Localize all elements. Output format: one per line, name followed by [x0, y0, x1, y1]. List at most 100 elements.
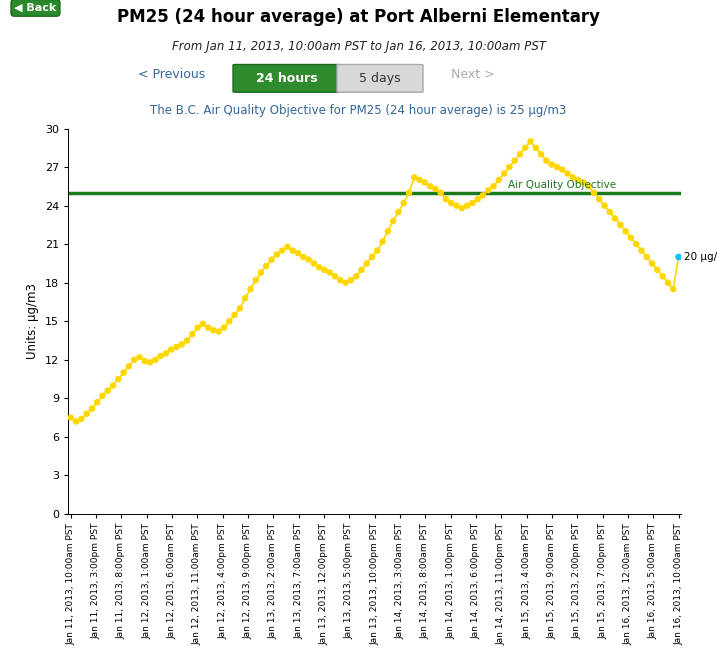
Point [668, 284, 679, 295]
Point [192, 322, 204, 333]
Text: 24 hours: 24 hours [256, 72, 318, 85]
Point [578, 177, 589, 188]
Point [75, 414, 87, 424]
Point [186, 329, 198, 339]
Point [646, 258, 657, 269]
Text: Air Quality Objective: Air Quality Objective [508, 179, 617, 190]
Point [520, 142, 531, 153]
Text: From Jan 11, 2013, 10:00am PST to Jan 16, 2013, 10:00am PST: From Jan 11, 2013, 10:00am PST to Jan 16… [171, 40, 546, 53]
Point [461, 200, 473, 211]
Point [118, 368, 129, 378]
Point [208, 325, 219, 335]
Text: PM25 (24 hour average) at Port Alberni Elementary: PM25 (24 hour average) at Port Alberni E… [117, 8, 600, 26]
Point [308, 258, 320, 269]
Text: The B.C. Air Quality Objective for PM25 (24 hour average) is 25 μg/m3: The B.C. Air Quality Objective for PM25 … [151, 104, 566, 117]
Point [429, 184, 441, 194]
Point [282, 241, 293, 252]
Point [604, 207, 615, 217]
Point [181, 335, 193, 346]
Point [335, 275, 346, 285]
Point [345, 275, 356, 285]
Point [403, 188, 414, 198]
Text: Next >: Next > [452, 68, 495, 81]
Point [255, 267, 267, 277]
Point [303, 254, 314, 265]
Point [382, 226, 394, 237]
Point [472, 194, 483, 204]
Point [250, 275, 262, 285]
Point [530, 142, 541, 153]
Point [419, 177, 431, 188]
Point [361, 258, 372, 269]
Point [340, 277, 351, 288]
Point [313, 262, 325, 273]
Point [478, 190, 489, 200]
Point [572, 175, 584, 185]
Point [467, 198, 478, 208]
Point [139, 356, 151, 366]
FancyBboxPatch shape [233, 65, 341, 92]
Point [298, 252, 309, 262]
Point [562, 168, 574, 179]
Point [229, 310, 240, 320]
Point [509, 156, 521, 166]
Point [551, 162, 563, 173]
Point [213, 326, 224, 337]
Point [244, 284, 256, 295]
Point [377, 237, 389, 247]
Point [260, 261, 272, 272]
Point [556, 164, 568, 175]
Point [239, 293, 251, 303]
Point [409, 172, 420, 183]
Point [599, 200, 610, 211]
Point [318, 264, 330, 275]
Point [224, 316, 235, 327]
Point [166, 344, 177, 355]
Point [218, 322, 229, 333]
Point [488, 181, 499, 192]
Y-axis label: Units: μg/m3: Units: μg/m3 [27, 283, 39, 359]
Point [483, 185, 494, 196]
Point [663, 277, 674, 288]
Point [329, 271, 341, 281]
Text: 20 μg/m: 20 μg/m [684, 252, 717, 262]
Point [366, 252, 378, 262]
Point [636, 245, 647, 256]
Point [155, 351, 166, 361]
Point [65, 413, 77, 423]
Point [81, 409, 92, 419]
Point [92, 397, 103, 407]
Point [123, 361, 135, 372]
Point [134, 352, 146, 362]
Point [440, 194, 452, 204]
Point [128, 355, 140, 365]
Point [171, 342, 182, 353]
Point [525, 136, 536, 147]
Point [609, 214, 621, 224]
Point [630, 239, 642, 250]
Point [456, 203, 467, 214]
Point [451, 200, 462, 211]
Point [324, 267, 336, 277]
Point [546, 159, 557, 170]
Text: 5 days: 5 days [359, 72, 401, 85]
Point [673, 252, 684, 262]
Point [266, 254, 277, 265]
Point [594, 194, 605, 204]
Point [86, 403, 98, 414]
Point [97, 391, 108, 401]
Point [414, 175, 425, 185]
Point [567, 172, 579, 183]
Point [287, 245, 298, 256]
Point [493, 175, 505, 185]
Point [70, 416, 82, 427]
Point [620, 226, 632, 237]
Point [541, 156, 552, 166]
Point [583, 181, 594, 192]
Point [160, 348, 171, 358]
Point [102, 386, 113, 396]
FancyBboxPatch shape [337, 65, 423, 92]
Point [435, 188, 447, 198]
Point [351, 271, 362, 281]
Point [424, 181, 436, 192]
